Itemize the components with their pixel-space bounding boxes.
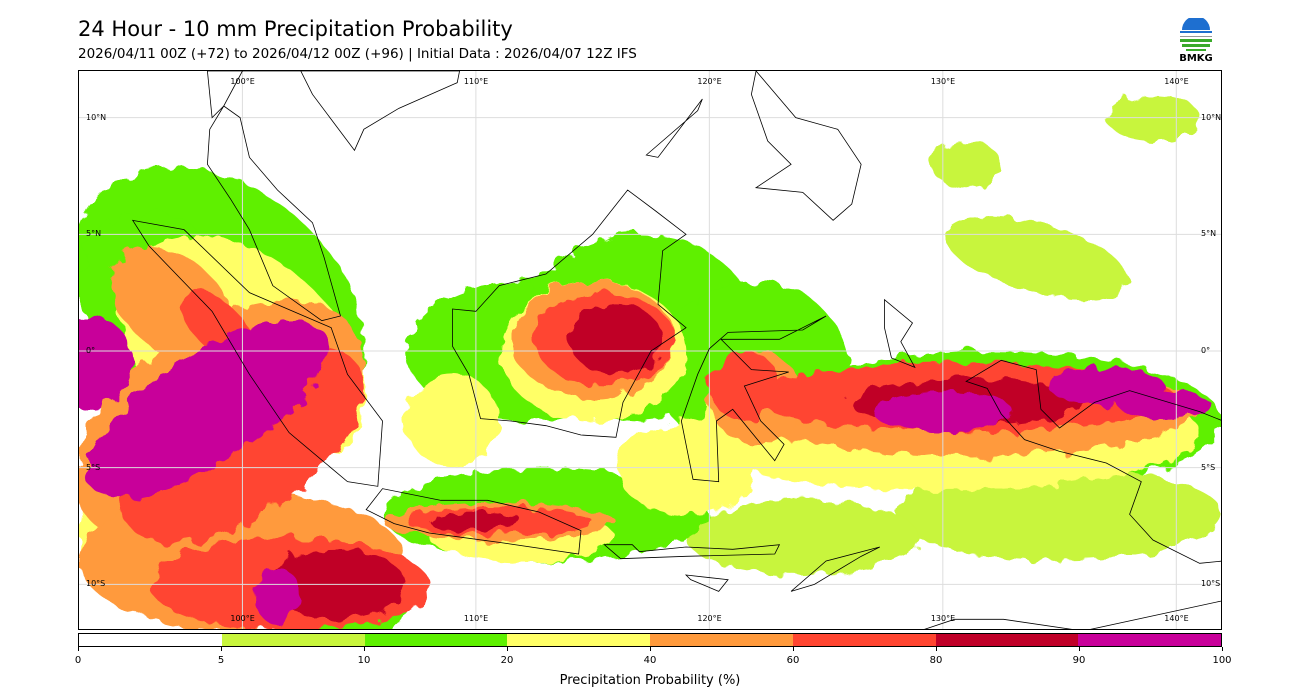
colorbar-tick bbox=[1222, 647, 1223, 651]
colorbar-tick-label: 90 bbox=[1072, 655, 1086, 666]
lat-label-right: 10°N bbox=[1201, 112, 1222, 122]
colorbar-tick bbox=[78, 647, 79, 651]
colorbar-tick bbox=[793, 647, 794, 651]
coastline-new-guinea bbox=[965, 359, 1221, 564]
colorbar-tick-label: 40 bbox=[643, 655, 657, 666]
colorbar-tick-label: 0 bbox=[74, 655, 82, 666]
precip-area bbox=[1118, 390, 1212, 419]
colorbar-label: Precipitation Probability (%) bbox=[559, 673, 741, 688]
precipitation-map: 100°E 100°E 110°E 110°E 120°E 120°E 130°E 130°E… bbox=[78, 70, 1222, 630]
coastline-indochina bbox=[207, 71, 460, 152]
colorbar-segment bbox=[221, 634, 365, 646]
lon-label-bottom: 140°E bbox=[1164, 614, 1189, 623]
colorbar-tick bbox=[1079, 647, 1080, 651]
colorbar bbox=[78, 633, 1222, 647]
colorbar-tick-label: 5 bbox=[217, 655, 225, 666]
precip-area bbox=[405, 374, 500, 468]
colorbar-segment bbox=[79, 634, 222, 646]
lat-label-right: 0° bbox=[1201, 346, 1211, 355]
lon-label-bottom: 120°E bbox=[697, 614, 722, 623]
lon-label-top: 110°E bbox=[463, 77, 489, 86]
lon-label-top: 130°E bbox=[930, 77, 956, 86]
colorbar-tick bbox=[507, 647, 508, 651]
coastline-halmahera bbox=[884, 298, 916, 369]
colorbar-segment bbox=[792, 634, 936, 646]
lat-label-right: 5°S bbox=[1201, 462, 1216, 472]
coastline-sumatra bbox=[131, 219, 383, 487]
logo-text: BMKG bbox=[1179, 53, 1213, 64]
colorbar-tick bbox=[650, 647, 651, 651]
bmkg-logo bbox=[1180, 18, 1212, 51]
colorbar-segment bbox=[1078, 634, 1221, 646]
precip-area bbox=[79, 316, 133, 410]
lat-label-left: 10°N bbox=[86, 112, 107, 122]
precip-area bbox=[569, 304, 663, 375]
chart-subtitle: 2026/04/11 00Z (+72) to 2026/04/12 00Z (… bbox=[78, 46, 637, 62]
precip-area bbox=[945, 216, 1127, 300]
lon-label-bottom: 100°E bbox=[230, 614, 255, 623]
lat-label-left: 5°S bbox=[86, 462, 101, 472]
lat-label-left: 10°S bbox=[86, 579, 106, 589]
colorbar-segment bbox=[364, 634, 508, 646]
colorbar-tick-label: 10 bbox=[357, 655, 371, 666]
precip-area bbox=[686, 500, 920, 575]
colorbar-tick bbox=[221, 647, 222, 651]
coastline-java bbox=[365, 488, 582, 555]
colorbar-tick-label: 60 bbox=[786, 655, 800, 666]
colorbar-segment bbox=[507, 634, 650, 646]
coastline-sulawesi bbox=[680, 315, 827, 483]
coastline-borneo bbox=[452, 189, 687, 438]
coastline-sumba bbox=[684, 574, 729, 592]
precip-area bbox=[86, 320, 329, 498]
coastline-nusa-tenggara bbox=[603, 544, 781, 560]
lat-label-right: 5°N bbox=[1201, 229, 1217, 239]
lat-label-left: 5°N bbox=[86, 229, 102, 239]
colorbar-segment bbox=[935, 634, 1079, 646]
lon-label-bottom: 130°E bbox=[930, 614, 956, 623]
lon-label-bottom: 110°E bbox=[463, 614, 489, 623]
colorbar-tick-label: 80 bbox=[929, 655, 943, 666]
colorbar-tick bbox=[364, 647, 365, 651]
lon-label-top: 100°E bbox=[230, 77, 255, 86]
lon-label-top: 120°E bbox=[697, 77, 722, 86]
coastline-philippines bbox=[750, 71, 862, 221]
colorbar-tick bbox=[936, 647, 937, 651]
lon-label-top: 140°E bbox=[1164, 77, 1189, 86]
precip-area bbox=[254, 568, 301, 624]
lat-label-left: 0° bbox=[86, 346, 96, 355]
lat-label-right: 10°S bbox=[1201, 579, 1221, 589]
chart-title: 24 Hour - 10 mm Precipitation Probabilit… bbox=[78, 17, 513, 41]
colorbar-tick-label: 20 bbox=[500, 655, 514, 666]
precip-area bbox=[931, 141, 1002, 188]
coastline-australia bbox=[924, 600, 1221, 629]
coastline-palawan bbox=[645, 98, 703, 158]
colorbar-tick-label: 100 bbox=[1212, 655, 1232, 666]
coastline-malay-peninsula bbox=[207, 105, 341, 322]
colorbar-segment bbox=[650, 634, 793, 646]
coastline-timor bbox=[790, 546, 880, 592]
precip-area bbox=[896, 467, 1221, 561]
map-canvas bbox=[79, 71, 1221, 629]
